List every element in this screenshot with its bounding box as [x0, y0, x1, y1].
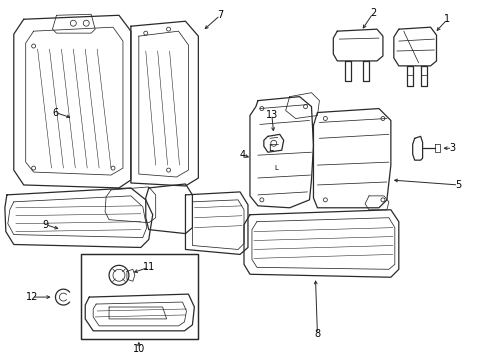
Text: 5: 5 [454, 180, 461, 190]
Text: 10: 10 [132, 344, 144, 354]
Text: 6: 6 [52, 108, 59, 117]
Text: L: L [274, 165, 278, 171]
Text: L: L [267, 144, 272, 153]
Text: 7: 7 [217, 10, 223, 20]
Text: 12: 12 [25, 292, 38, 302]
Bar [81, 255, 198, 339]
Text: 13: 13 [265, 109, 277, 120]
Text: 2: 2 [369, 8, 375, 18]
Text: 3: 3 [448, 143, 454, 153]
Text: 11: 11 [142, 262, 155, 272]
Text: 9: 9 [42, 220, 48, 230]
Text: 8: 8 [314, 329, 320, 339]
Text: 1: 1 [444, 14, 449, 24]
Text: 4: 4 [240, 150, 245, 160]
